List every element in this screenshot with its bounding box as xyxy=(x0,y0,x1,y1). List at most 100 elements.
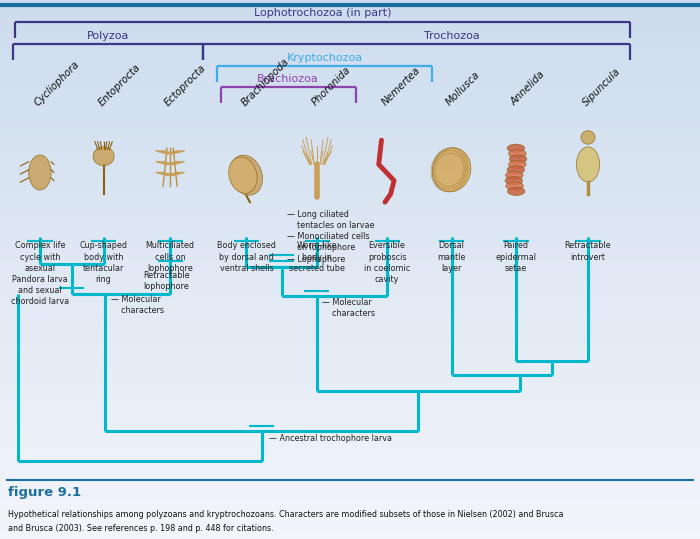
Text: Lophotrochozoa (in part): Lophotrochozoa (in part) xyxy=(254,8,391,18)
Bar xyxy=(0,132,700,135)
Bar xyxy=(0,391,700,393)
Bar xyxy=(0,97,700,100)
Bar xyxy=(0,89,700,92)
Bar xyxy=(0,191,700,194)
Text: Brachiozoa: Brachiozoa xyxy=(257,74,319,84)
Bar xyxy=(0,331,700,334)
Bar xyxy=(0,512,700,515)
Bar xyxy=(0,78,700,81)
Bar xyxy=(0,218,700,221)
Bar xyxy=(0,57,700,59)
Bar xyxy=(0,447,700,450)
Bar xyxy=(0,458,700,461)
Bar xyxy=(0,100,700,102)
Bar xyxy=(0,499,700,501)
Bar xyxy=(0,415,700,418)
Bar xyxy=(0,124,700,127)
Bar xyxy=(0,121,700,124)
Bar xyxy=(0,224,700,226)
Text: — Molecular
    characters: — Molecular characters xyxy=(111,295,164,315)
Bar xyxy=(0,358,700,361)
Bar xyxy=(0,129,700,132)
Bar xyxy=(0,234,700,237)
Bar xyxy=(0,197,700,199)
Bar xyxy=(0,313,700,315)
Bar xyxy=(0,442,700,445)
Bar xyxy=(0,92,700,94)
Ellipse shape xyxy=(508,187,525,195)
Bar xyxy=(0,35,700,38)
Bar xyxy=(0,420,700,423)
Bar xyxy=(0,472,700,474)
Bar xyxy=(0,429,700,431)
Bar xyxy=(0,186,700,189)
Bar xyxy=(0,299,700,302)
Bar xyxy=(0,434,700,437)
Text: Sipuncula: Sipuncula xyxy=(581,66,622,108)
Bar xyxy=(0,67,700,70)
Bar xyxy=(0,504,700,507)
Bar xyxy=(0,113,700,116)
Bar xyxy=(0,437,700,439)
Text: Multiciliated
cells on
lophophore: Multiciliated cells on lophophore xyxy=(146,241,195,273)
Bar xyxy=(0,140,700,143)
Bar xyxy=(0,172,700,175)
Bar xyxy=(0,154,700,156)
Bar xyxy=(0,520,700,523)
Bar xyxy=(0,283,700,286)
Bar xyxy=(0,423,700,426)
Ellipse shape xyxy=(432,148,471,192)
Ellipse shape xyxy=(93,147,114,165)
Bar xyxy=(0,208,700,210)
Bar xyxy=(0,323,700,326)
Bar xyxy=(0,189,700,191)
Bar xyxy=(0,455,700,458)
Bar xyxy=(0,372,700,375)
Bar xyxy=(0,181,700,183)
Bar xyxy=(0,167,700,170)
Bar xyxy=(0,148,700,151)
Bar xyxy=(0,156,700,159)
Bar xyxy=(0,482,700,485)
Bar xyxy=(0,272,700,275)
Ellipse shape xyxy=(509,160,526,168)
Bar xyxy=(0,159,700,162)
Bar xyxy=(0,318,700,321)
Bar xyxy=(0,488,700,490)
Bar xyxy=(0,453,700,455)
Bar xyxy=(0,396,700,399)
Bar xyxy=(0,178,700,181)
Bar xyxy=(0,127,700,129)
Bar xyxy=(0,426,700,429)
Bar xyxy=(0,334,700,337)
Bar xyxy=(0,105,700,108)
Bar xyxy=(0,251,700,253)
Bar xyxy=(0,286,700,288)
Bar xyxy=(0,202,700,205)
Bar xyxy=(0,5,700,8)
Bar xyxy=(0,418,700,420)
Bar xyxy=(0,342,700,345)
Bar xyxy=(0,296,700,299)
Bar xyxy=(0,8,700,11)
Bar xyxy=(0,137,700,140)
Bar xyxy=(0,22,700,24)
Bar xyxy=(0,345,700,348)
Bar xyxy=(0,477,700,480)
Bar xyxy=(0,240,700,243)
Ellipse shape xyxy=(581,130,595,144)
Bar xyxy=(0,464,700,466)
Bar xyxy=(0,404,700,407)
Bar xyxy=(0,326,700,329)
Bar xyxy=(0,183,700,186)
Bar xyxy=(0,356,700,358)
Ellipse shape xyxy=(230,155,262,195)
Bar xyxy=(0,375,700,377)
Bar xyxy=(0,280,700,283)
Bar xyxy=(0,243,700,245)
Bar xyxy=(0,480,700,482)
Bar xyxy=(0,353,700,356)
Bar xyxy=(0,307,700,310)
Bar xyxy=(0,531,700,534)
Ellipse shape xyxy=(505,171,523,179)
